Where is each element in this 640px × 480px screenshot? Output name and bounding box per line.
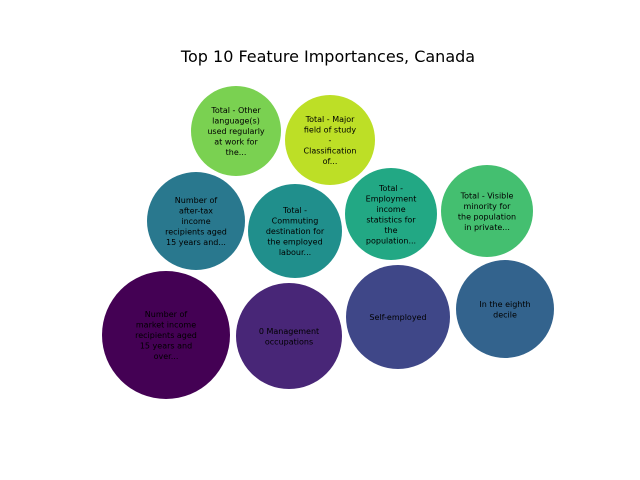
bubble-label-line: minority for: [464, 202, 512, 211]
bubble: Total - Major field of study - Classificati…: [285, 95, 375, 185]
bubble-label-line: at work for: [214, 138, 258, 147]
bubble-label-line: income: [376, 205, 405, 214]
bubble: Self-employed: [346, 265, 450, 369]
bubble-label-line: recipients aged: [165, 228, 227, 237]
bubble-label-line: decile: [493, 310, 517, 319]
bubble-label-line: the...: [226, 148, 247, 157]
bubble-label-line: Total -: [378, 184, 403, 193]
bubble-label: In the eighth decile: [479, 300, 530, 320]
bubble-label-line: after-tax: [179, 207, 213, 216]
bubble-label-line: destination for: [266, 227, 325, 236]
bubble-label-line: labour...: [279, 248, 311, 257]
bubble-label: Total - Visible minority for the populatio…: [458, 191, 516, 232]
bubble-circle: [345, 168, 437, 260]
bubble-circle: [236, 283, 342, 389]
bubble-label-line: Self-employed: [369, 313, 426, 322]
bubble-group: Number of market income recipients aged 15 …: [102, 86, 554, 399]
bubble: Number of market income recipients aged 15 …: [102, 271, 230, 399]
bubble-label-line: over...: [154, 352, 179, 361]
bubble: Number of after-tax income recipients aged 1…: [147, 172, 245, 270]
bubble-circle: [456, 260, 554, 358]
bubble-label: Total - Major field of study - Classificati…: [304, 115, 357, 166]
bubble-label-line: Number of: [145, 310, 188, 319]
bubble-label-line: -: [329, 136, 332, 145]
bubble-label-line: Total - Other: [210, 106, 261, 115]
bubble-label: Number of after-tax income recipients aged 1…: [165, 196, 227, 247]
bubble-label-line: In the eighth: [479, 300, 530, 309]
bubble: 0 Management occupations: [236, 283, 342, 389]
bubble-label-line: used regularly: [207, 127, 265, 136]
bubble-circle: [441, 165, 533, 257]
bubble-label-line: the: [384, 226, 397, 235]
bubble-label: Self-employed: [369, 313, 426, 322]
bubble-label-line: recipients aged: [135, 331, 197, 340]
bubble-label-line: the population: [458, 212, 516, 221]
bubble: In the eighth decile: [456, 260, 554, 358]
bubble-label-line: Commuting: [272, 217, 319, 226]
bubble-label: Total - Other language(s) used regularly at…: [207, 106, 265, 157]
bubble-label-line: language(s): [212, 117, 260, 126]
bubble-label-line: occupations: [265, 337, 313, 346]
bubble-label-line: population...: [366, 236, 416, 245]
bubble-label-line: statistics for: [366, 215, 416, 224]
bubble-label: 0 Management occupations: [259, 327, 319, 347]
chart-title: Top 10 Feature Importances, Canada: [180, 47, 475, 66]
bubble-label-line: 0 Management: [259, 327, 319, 336]
bubble-circle: [191, 86, 281, 176]
bubble-label-line: Total -: [282, 206, 307, 215]
bubble-label: Total -Employment income statistics for the…: [366, 184, 417, 246]
bubble-label-line: Employment: [366, 194, 417, 203]
bubble: Total -Employment income statistics for the…: [345, 168, 437, 260]
bubble-circle: [102, 271, 230, 399]
bubble-label-line: Total - Visible: [460, 191, 514, 200]
bubble-label-line: market income: [136, 321, 196, 330]
bubble-label-line: 15 years and: [140, 342, 192, 351]
bubble-label-line: field of study: [304, 126, 357, 135]
bubble: Total - Commuting destination for the emplo…: [248, 184, 342, 278]
bubble-label-line: Total - Major: [305, 115, 356, 124]
bubble-label: Number of market income recipients aged 15 …: [135, 310, 197, 361]
bubble-label-line: income: [181, 217, 210, 226]
bubble-label: Total - Commuting destination for the emplo…: [266, 206, 325, 257]
bubble-label-line: in private...: [464, 223, 510, 232]
bubble: Total - Visible minority for the populatio…: [441, 165, 533, 257]
bubble-circle: [248, 184, 342, 278]
bubble-label-line: of...: [323, 157, 338, 166]
bubble-label-line: the employed: [267, 238, 322, 247]
bubble: Total - Other language(s) used regularly at…: [191, 86, 281, 176]
bubble-circle: [147, 172, 245, 270]
bubble-label-line: Classification: [304, 147, 357, 156]
bubble-label-line: Number of: [175, 196, 218, 205]
bubble-label-line: 15 years and...: [166, 238, 226, 247]
bubble-circle: [285, 95, 375, 185]
bubble-circle: [346, 265, 450, 369]
